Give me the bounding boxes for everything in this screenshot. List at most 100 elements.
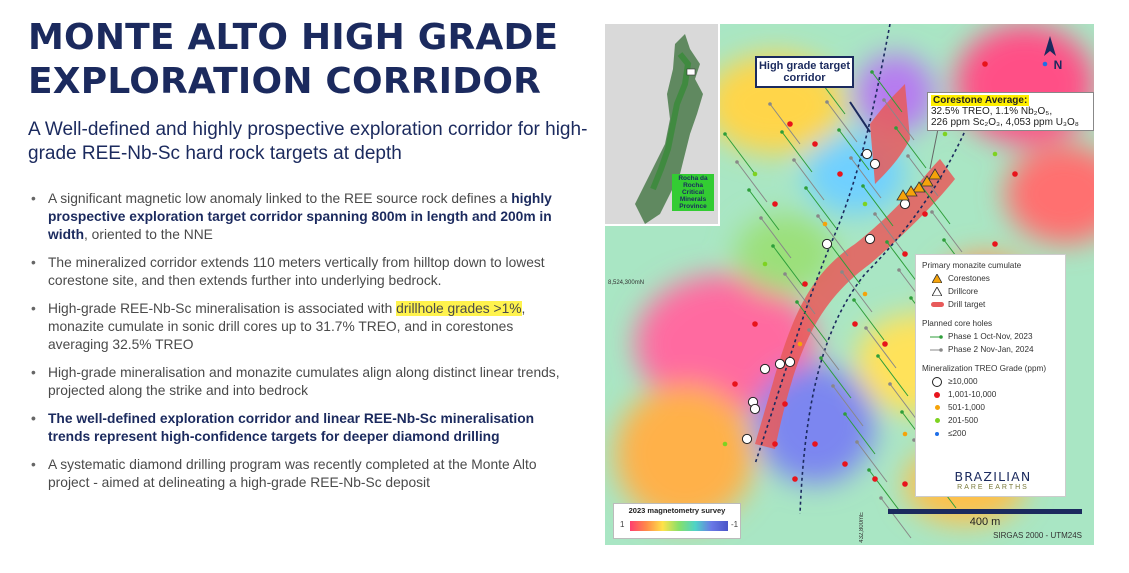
bullet-item: A systematic diamond drilling program wa… (28, 456, 568, 492)
core-hole-trace (817, 215, 849, 257)
core-hole-trace (865, 327, 897, 369)
core-hole-collar (909, 296, 913, 300)
core-hole-trace (871, 71, 903, 113)
legend-heading-holes: Planned core holes (922, 319, 993, 328)
legend-row-grade-3: 501-1,000 (930, 402, 1059, 413)
core-hole-collar (819, 356, 823, 360)
grade-point (732, 381, 738, 387)
legend-row-grade-1: ≥10,000 (930, 376, 1059, 387)
grade-point (762, 261, 768, 267)
grade-point (862, 201, 868, 207)
high-grade-point (741, 433, 753, 445)
core-hole-collar (879, 496, 883, 500)
north-arrow-icon (1044, 36, 1056, 56)
core-hole-collar (723, 132, 727, 136)
core-hole-trace (886, 241, 918, 283)
core-hole-collar (831, 384, 835, 388)
high-grade-point (749, 403, 761, 415)
high-grade-point (869, 158, 881, 170)
legend-heading-cumulate: Primary monazite cumulate (922, 261, 1022, 270)
core-hole-trace (850, 157, 882, 199)
magnetometry-map: Rocha da Rocha Critical Minerals Provinc… (605, 24, 1094, 545)
legend-heading-grade: Mineralization TREO Grade (ppm) (922, 364, 1047, 373)
core-hole-trace (784, 273, 816, 315)
core-hole-collar (816, 214, 820, 218)
grade-point (782, 401, 788, 407)
company-logo: BRAZILIAN RARE EARTHS (928, 469, 1058, 491)
core-hole-trace (841, 271, 873, 313)
bullet-list: A significant magnetic low anomaly linke… (28, 190, 568, 502)
core-hole-collar (825, 100, 829, 104)
colorbar-low-label: 1 (620, 520, 625, 529)
core-hole-collar (912, 438, 916, 442)
grade-point (1012, 171, 1018, 177)
legend-row-phase1: Phase 1 Oct-Nov, 2023 (930, 331, 1059, 342)
core-hole-collar (930, 210, 934, 214)
triangle-filled-icon (930, 273, 944, 284)
core-hole-trace (829, 243, 861, 285)
core-hole-collar (807, 328, 811, 332)
core-hole-trace (772, 245, 804, 287)
core-hole-collar (852, 298, 856, 302)
legend-row-grade-4: 201-500 (930, 415, 1059, 426)
core-hole-trace (748, 189, 780, 231)
core-hole-collar (864, 326, 868, 330)
grade-point (772, 201, 778, 207)
northing-label: 8,524,300mN (608, 280, 645, 286)
core-hole-trace (736, 161, 768, 203)
bullet-item: High-grade REE-Nb-Sc mineralisation is a… (28, 300, 568, 354)
core-hole-trace (877, 355, 909, 397)
green-dot-icon (930, 415, 944, 426)
bullet-item: High-grade mineralisation and monazite c… (28, 364, 568, 400)
core-hole-trace (832, 385, 864, 427)
core-hole-collar (735, 160, 739, 164)
core-hole-collar (759, 216, 763, 220)
core-hole-collar (897, 268, 901, 272)
core-hole-collar (837, 128, 841, 132)
province-label: Rocha da Rocha Critical Minerals Provinc… (672, 174, 714, 211)
core-hole-collar (849, 156, 853, 160)
core-hole-collar (906, 154, 910, 158)
legend-row-drill-target: Drill target (930, 299, 1059, 310)
circle-outline-icon (930, 376, 944, 387)
core-hole-collar (882, 98, 886, 102)
core-hole-collar (870, 70, 874, 74)
corestone-line-1: 32.5% TREO, 1.1% Nb₂O₅, (931, 106, 1053, 117)
phase1-line-icon (930, 331, 944, 342)
grade-point (862, 291, 868, 297)
core-hole-collar (780, 130, 784, 134)
colorbar-title: 2023 magnetometry survey (628, 506, 726, 515)
grade-point (797, 341, 803, 347)
title-line-2: EXPLORATION CORRIDOR (28, 61, 542, 102)
map-legend: Primary monazite cumulate Corestones Dri… (915, 254, 1066, 497)
core-hole-collar (840, 270, 844, 274)
corridor-boundary-east (799, 93, 981, 515)
crs-label: SIRGAS 2000 - UTM24S (993, 531, 1082, 540)
logo-text-top: BRAZILIAN (954, 469, 1032, 484)
corestone-line-2: 226 ppm Sc₂O₃, 4,053 ppm U₃O₈ (931, 117, 1079, 128)
core-hole-trace (793, 159, 825, 201)
core-hole-collar (885, 240, 889, 244)
grade-point (852, 321, 858, 327)
core-hole-trace (895, 127, 927, 169)
grade-point (982, 61, 988, 67)
core-hole-trace (781, 131, 813, 173)
target-corridor-callout: High grade target corridor (755, 56, 854, 88)
core-hole-trace (874, 213, 906, 255)
grade-point (842, 461, 848, 467)
bullet-item: The well-defined exploration corridor an… (28, 410, 568, 446)
grade-point (837, 171, 843, 177)
phase2-line-icon (930, 344, 944, 355)
triangle-outline-icon (930, 286, 944, 297)
core-hole-trace (724, 133, 756, 175)
high-grade-point (759, 363, 771, 375)
core-hole-collar (843, 412, 847, 416)
core-hole-collar (861, 184, 865, 188)
grade-points (722, 61, 1048, 487)
core-hole-collar (894, 126, 898, 130)
bullet-item: The mineralized corridor extends 110 met… (28, 254, 568, 290)
core-hole-trace (880, 497, 912, 539)
red-dot-icon (930, 389, 944, 400)
core-hole-collar (900, 410, 904, 414)
corestone-average-callout: Corestone Average: 32.5% TREO, 1.1% Nb₂O… (927, 92, 1094, 131)
